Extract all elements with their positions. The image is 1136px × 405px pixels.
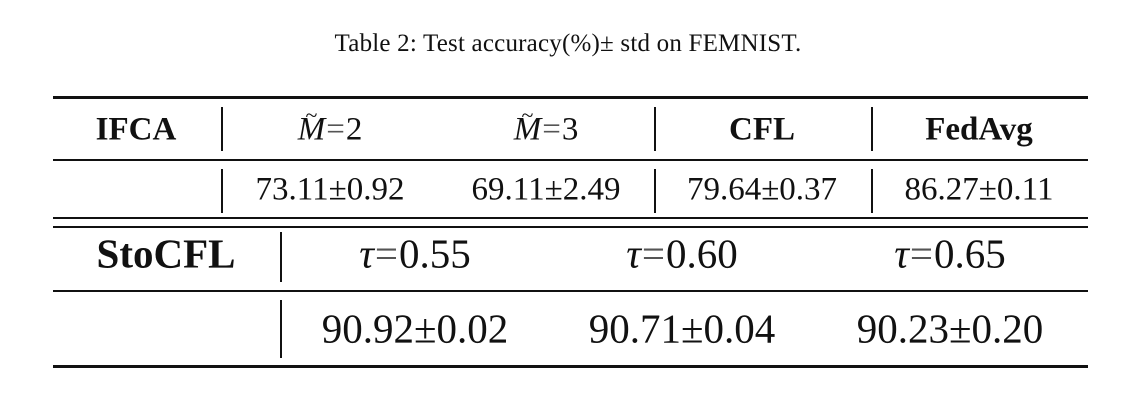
cell-fedavg: 86.27±0.11 xyxy=(904,171,1054,208)
table2-divider-method-row xyxy=(280,300,282,358)
table2-divider-method xyxy=(280,232,282,282)
bottom-rule xyxy=(53,365,1088,368)
header-tau-060: τ=0.60 xyxy=(626,230,738,277)
cell-cfl: 79.64±0.37 xyxy=(686,171,838,208)
table1-divider-cfl xyxy=(654,107,656,151)
header-cfl: CFL xyxy=(729,111,795,148)
header-stocfl: StoCFL xyxy=(96,230,236,277)
header-tau-065: τ=0.65 xyxy=(894,230,1006,277)
cell-stocfl-tau-060: 90.71±0.04 xyxy=(588,305,776,352)
header-fedavg: FedAvg xyxy=(925,111,1033,148)
separator-rule-lower xyxy=(53,226,1088,228)
header-m-tilde-3: ~ M=3 xyxy=(513,102,579,148)
m-tilde-symbol: ~ M xyxy=(513,102,542,148)
header-tau-055: τ=0.55 xyxy=(359,230,471,277)
cell-stocfl-tau-055: 90.92±0.02 xyxy=(321,305,509,352)
m-tilde-symbol: ~ M xyxy=(297,102,326,148)
header-ifca: IFCA xyxy=(95,111,177,148)
table1-divider-fedavg xyxy=(871,107,873,151)
header-rule-1 xyxy=(53,159,1088,161)
cell-ifca-m2: 73.11±0.92 xyxy=(255,171,405,208)
cell-ifca-m3: 69.11±2.49 xyxy=(471,171,621,208)
table-caption: Table 2: Test accuracy(%)± std on FEMNIS… xyxy=(334,30,802,57)
table1-divider-cfl-row xyxy=(654,169,656,213)
table1-divider-method-row xyxy=(221,169,223,213)
top-rule xyxy=(53,96,1088,99)
header-rule-2 xyxy=(53,290,1088,292)
table1-divider-method xyxy=(221,107,223,151)
table1-divider-fedavg-row xyxy=(871,169,873,213)
cell-stocfl-tau-065: 90.23±0.20 xyxy=(856,305,1044,352)
separator-rule-upper xyxy=(53,217,1088,219)
header-m-tilde-2: ~ M=2 xyxy=(297,102,363,148)
